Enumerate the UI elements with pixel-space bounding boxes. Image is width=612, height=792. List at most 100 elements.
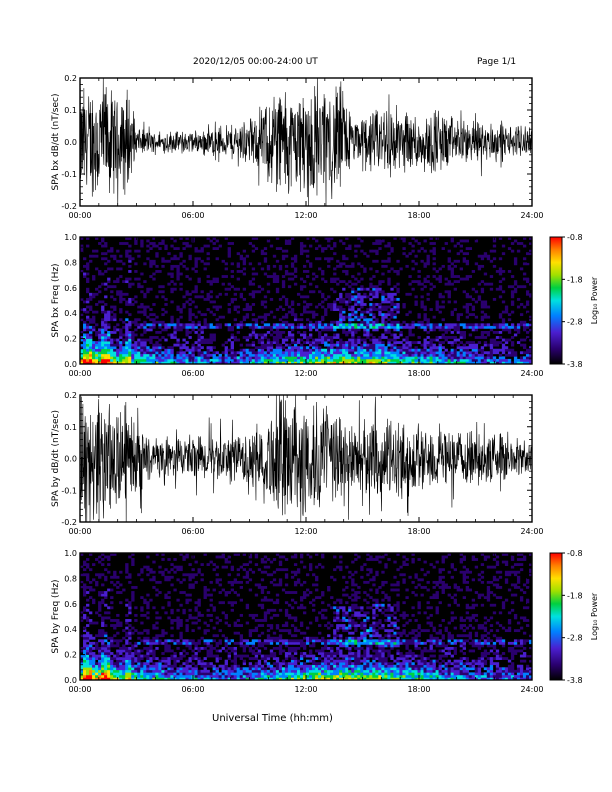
- spectrogram-cell: [95, 677, 99, 681]
- spectrogram-cell: [345, 323, 349, 327]
- spectrogram-cell: [318, 325, 322, 329]
- spectrogram-cell: [278, 662, 283, 666]
- spectrogram-cell: [266, 338, 271, 342]
- spectrogram-cell: [236, 361, 240, 365]
- spectrogram-cell: [110, 662, 114, 666]
- spectrogram-cell: [390, 358, 394, 362]
- spectrogram-cell: [98, 555, 102, 559]
- spectrogram-cell: [483, 254, 488, 258]
- spectrogram-cell: [302, 641, 307, 645]
- spectrogram-cell: [236, 351, 240, 355]
- spectrogram-cell: [104, 244, 108, 248]
- spectrogram-cell: [456, 351, 460, 355]
- spectrogram-cell: [80, 356, 84, 360]
- spectrogram-cell: [194, 652, 198, 655]
- spectrogram-cell: [299, 662, 304, 666]
- spectrogram-cell: [278, 336, 283, 339]
- spectrogram-cell: [143, 328, 147, 332]
- spectrogram-cell: [131, 598, 135, 602]
- spectrogram-cell: [414, 353, 418, 357]
- spectrogram-cell: [513, 353, 518, 357]
- spectrogram-cell: [101, 649, 105, 653]
- spectrogram-cell: [86, 272, 90, 276]
- spectrogram-cell: [95, 583, 99, 587]
- spectrogram-cell: [293, 573, 298, 577]
- spectrogram-cell: [224, 287, 228, 291]
- spectrogram-cell: [284, 568, 289, 572]
- spectrogram-cell: [465, 247, 470, 250]
- spectrogram-cell: [101, 333, 105, 337]
- spectrogram-cell: [92, 320, 96, 324]
- spectrogram-cell: [263, 667, 268, 671]
- spectrogram-cell: [486, 358, 491, 362]
- spectrogram-cell: [387, 353, 391, 357]
- spectrogram-cell: [384, 353, 388, 357]
- spectrogram-cell: [158, 348, 162, 352]
- spectrogram-cell: [239, 674, 244, 678]
- spectrogram-cell: [92, 249, 96, 253]
- spectrogram-cell: [363, 346, 367, 350]
- spectrogram-cell: [101, 328, 105, 332]
- spectrogram-cell: [158, 565, 162, 569]
- spectrogram-cell: [209, 654, 213, 658]
- spectrogram-cell: [233, 338, 237, 342]
- spectrogram-cell: [146, 573, 150, 577]
- spectrogram-cell: [188, 330, 192, 334]
- spectrogram-cell: [86, 573, 90, 577]
- spectrogram-cell: [266, 282, 271, 286]
- spectrogram-cell: [450, 341, 454, 344]
- spectrogram-cell: [318, 356, 322, 360]
- spectrogram-cell: [357, 308, 361, 311]
- spectrogram-cell: [128, 343, 132, 347]
- spectrogram-cell: [233, 667, 237, 671]
- spectrogram-cell: [411, 361, 415, 365]
- spectrogram-cell: [206, 593, 210, 597]
- spectrogram-cell: [275, 348, 280, 352]
- spectrogram-cell: [299, 657, 304, 660]
- spectrogram-cell: [137, 677, 141, 681]
- spectrogram-cell: [480, 290, 485, 294]
- spectrogram-cell: [381, 341, 385, 344]
- spectrogram-cell: [351, 318, 355, 322]
- spectrogram-cell: [149, 570, 153, 574]
- spectrogram-cell: [140, 570, 144, 574]
- spectrogram-cell: [293, 315, 298, 319]
- spectrogram-cell: [327, 295, 331, 299]
- spectrogram-cell: [354, 356, 358, 360]
- spectrogram-cell: [363, 323, 367, 327]
- spectrogram-cell: [185, 601, 189, 605]
- spectrogram-cell: [110, 664, 114, 668]
- spectrogram-cell: [272, 272, 277, 276]
- spectrogram-cell: [155, 616, 159, 620]
- spectrogram-cell: [498, 361, 503, 365]
- spectrogram-cell: [342, 270, 346, 273]
- spectrogram-cell: [272, 254, 277, 258]
- spectrogram-cell: [230, 336, 234, 339]
- spectrogram-cell: [161, 358, 165, 362]
- spectrogram-cell: [402, 351, 406, 355]
- spectrogram-cell: [227, 328, 231, 332]
- spectrogram-cell: [251, 244, 256, 248]
- spectrogram-cell: [146, 249, 150, 253]
- spectrogram-cell: [176, 320, 180, 324]
- spectrogram-cell: [185, 267, 189, 271]
- spectrogram-cell: [86, 654, 90, 658]
- spectrogram-cell: [185, 626, 189, 630]
- spectrogram-cell: [158, 325, 162, 329]
- spectrogram-cell: [128, 575, 132, 579]
- spectrogram-cell: [203, 361, 207, 365]
- spectrogram-cell: [477, 341, 482, 344]
- spectrogram-cell: [122, 320, 126, 324]
- spectrogram-cell: [92, 346, 96, 350]
- spectrogram-cell: [345, 292, 349, 296]
- spectrogram-cell: [336, 297, 340, 301]
- spectrogram-cell: [194, 654, 198, 658]
- spectrogram-cell: [384, 313, 388, 317]
- spectrogram-cell: [239, 320, 244, 324]
- spectrogram-cell: [257, 659, 262, 663]
- spectrogram-cell: [302, 244, 307, 248]
- spectrogram-cell: [459, 358, 463, 362]
- spectrogram-cell: [182, 649, 186, 653]
- spectrogram-cell: [131, 343, 135, 347]
- spectrogram-cell: [248, 555, 253, 559]
